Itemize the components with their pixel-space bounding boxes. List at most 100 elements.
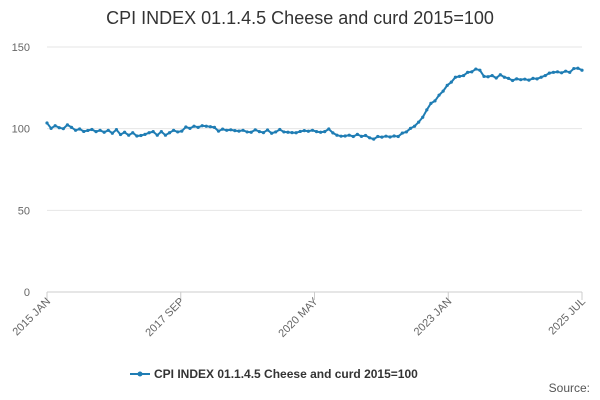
data-point (261, 130, 266, 135)
data-point (192, 124, 196, 128)
data-point (49, 126, 53, 130)
data-point (135, 134, 139, 138)
legend[interactable]: CPI INDEX 01.1.4.5 Cheese and curd 2015=… (130, 367, 418, 381)
data-point (441, 89, 445, 93)
data-point (69, 125, 74, 129)
data-point (510, 78, 515, 83)
data-point (102, 130, 106, 134)
data-point (551, 70, 556, 74)
data-point (486, 75, 490, 79)
y-tick-label: 50 (18, 205, 30, 217)
data-point (396, 134, 400, 139)
data-point (306, 129, 310, 133)
data-point (155, 133, 159, 137)
data-point (543, 73, 547, 78)
data-point (188, 126, 192, 130)
data-point (453, 75, 457, 79)
data-point (245, 130, 249, 134)
data-point (53, 124, 57, 128)
data-point (531, 76, 535, 80)
data-point (572, 66, 576, 71)
data-point (359, 134, 364, 138)
data-point (131, 131, 135, 135)
data-point (323, 130, 327, 134)
data-point (478, 68, 482, 72)
data-point (257, 130, 261, 134)
chart-title: CPI INDEX 01.1.4.5 Cheese and curd 2015=… (106, 8, 494, 28)
data-point (502, 75, 506, 79)
data-point (445, 83, 449, 87)
y-axis: 0 50 100 150 (12, 42, 30, 299)
data-point (143, 132, 147, 136)
data-point (167, 131, 172, 135)
data-point (184, 125, 188, 129)
data-point (310, 128, 315, 132)
data-point (282, 130, 286, 134)
data-point (286, 130, 290, 134)
data-point (61, 127, 65, 131)
x-tick-label: 2020 MAY (276, 295, 321, 340)
data-point (372, 137, 376, 141)
data-point (274, 130, 278, 134)
plot-area (45, 66, 584, 141)
data-point (278, 127, 282, 132)
data-point (176, 130, 180, 134)
data-point (523, 77, 527, 81)
data-point (555, 70, 560, 74)
data-point (519, 78, 523, 82)
data-point (221, 127, 225, 131)
data-point (302, 129, 306, 133)
x-axis: 2015 JAN 2017 SEP 2020 MAY 2023 JAN 2025 JUL (10, 292, 588, 340)
data-point (327, 127, 331, 131)
data-point (343, 134, 347, 138)
data-point (237, 129, 241, 133)
data-point (200, 124, 204, 128)
data-point (421, 115, 425, 119)
data-point (110, 131, 114, 135)
data-point (527, 78, 531, 82)
data-point (225, 128, 229, 132)
data-point (212, 125, 217, 129)
data-point (94, 130, 98, 134)
data-point (437, 93, 441, 97)
data-point (86, 128, 90, 133)
data-point (580, 68, 584, 72)
data-point (127, 133, 131, 137)
data-point (204, 124, 208, 128)
y-tick-label: 0 (24, 287, 30, 299)
x-tick-label: 2025 JUL (546, 296, 588, 338)
source-label: Source: (548, 381, 590, 395)
data-point (564, 69, 568, 73)
y-tick-label: 100 (12, 124, 30, 136)
data-point (335, 133, 339, 137)
data-point (457, 74, 462, 78)
data-point (482, 74, 486, 78)
gridlines (47, 46, 582, 293)
x-tick-label: 2023 JAN (412, 296, 455, 339)
data-point (368, 136, 372, 140)
data-point (388, 135, 392, 139)
data-point (172, 128, 176, 132)
data-point (384, 134, 388, 138)
data-point (404, 130, 408, 134)
data-point (470, 70, 474, 74)
data-point (118, 132, 123, 137)
x-tick-label: 2015 JAN (10, 296, 53, 339)
data-point (106, 128, 110, 132)
data-point (535, 77, 539, 81)
x-tick-label: 2017 SEP (143, 296, 187, 340)
data-point (347, 133, 351, 137)
data-point (249, 130, 253, 134)
data-point (494, 76, 498, 80)
data-point (57, 126, 61, 130)
data-point (298, 129, 302, 134)
data-point (425, 108, 429, 112)
data-point (319, 130, 323, 134)
data-point (314, 130, 319, 134)
data-point (98, 128, 102, 132)
data-point (380, 135, 384, 139)
data-point (270, 131, 274, 135)
data-point (539, 75, 543, 79)
data-point (408, 126, 413, 130)
data-point (139, 133, 143, 138)
